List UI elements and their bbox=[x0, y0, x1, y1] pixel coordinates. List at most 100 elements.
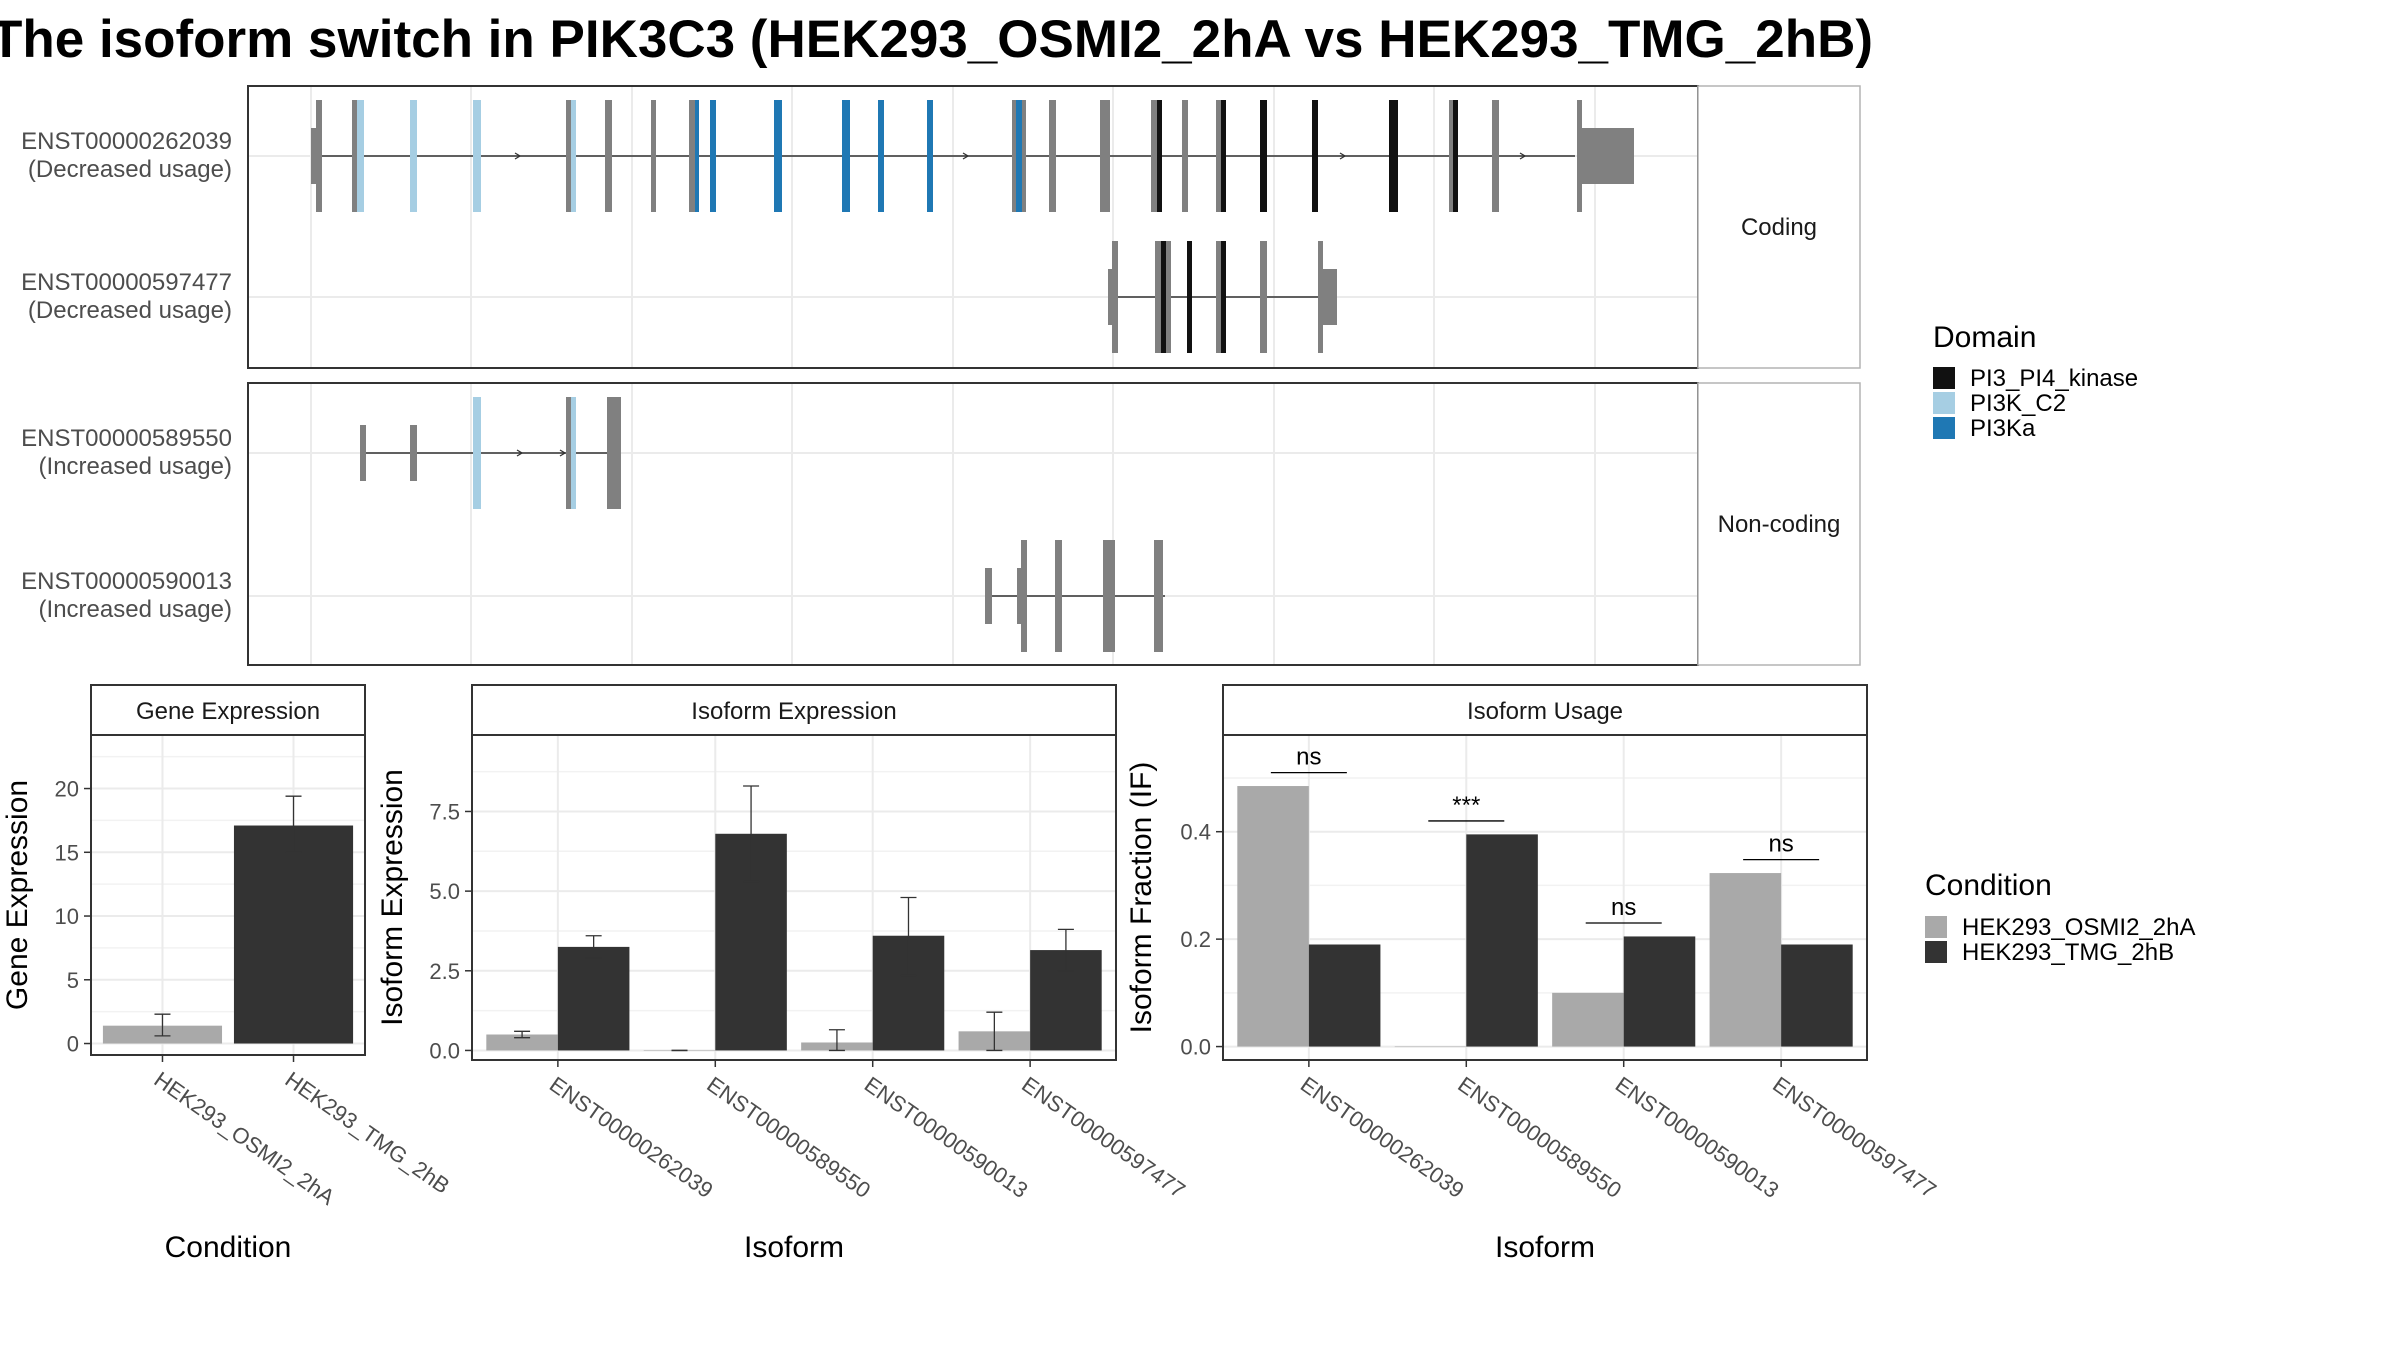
exon bbox=[571, 397, 576, 509]
transcript-label: ENST00000589550 bbox=[21, 425, 232, 452]
y-axis-title: Isoform Fraction (IF) bbox=[1125, 762, 1158, 1034]
exon bbox=[927, 100, 933, 212]
exon bbox=[774, 100, 782, 212]
exon bbox=[1312, 100, 1318, 212]
panel-strip bbox=[1222, 684, 1868, 736]
exon bbox=[352, 100, 358, 212]
transcript-usage-label: (Decreased usage) bbox=[28, 297, 232, 324]
exon bbox=[985, 568, 992, 624]
legend-label-PI3K_C2: PI3K_C2 bbox=[1970, 390, 2066, 417]
y-tick-label: 20 bbox=[55, 777, 79, 802]
exon bbox=[1492, 100, 1499, 212]
y-tick-label: 0.4 bbox=[1180, 820, 1211, 845]
x-tick-label: ENST00000590013 bbox=[1611, 1072, 1784, 1203]
panel-title: Isoform Usage bbox=[1467, 698, 1623, 725]
exon bbox=[1318, 241, 1323, 353]
y-tick-label: 0.2 bbox=[1180, 927, 1211, 952]
x-axis-title: Isoform bbox=[744, 1231, 844, 1264]
x-tick-label: ENST00000262039 bbox=[1296, 1072, 1469, 1203]
exon bbox=[1154, 540, 1163, 652]
bar bbox=[1394, 1046, 1467, 1048]
transcript-usage-label: (Increased usage) bbox=[39, 453, 232, 480]
bar bbox=[1781, 944, 1853, 1047]
exon bbox=[316, 100, 322, 212]
condition-legend-title: Condition bbox=[1925, 869, 2052, 902]
y-axis-title: Gene Expression bbox=[1, 780, 34, 1010]
structure-panel-bg bbox=[248, 86, 1698, 368]
exon bbox=[842, 100, 850, 212]
exon bbox=[566, 397, 571, 509]
exon bbox=[1151, 100, 1157, 212]
bar bbox=[233, 825, 354, 1044]
panel-strip bbox=[90, 684, 366, 736]
x-tick-label: ENST00000597477 bbox=[1017, 1072, 1190, 1203]
exon bbox=[566, 100, 571, 212]
exon bbox=[1221, 100, 1226, 212]
exon bbox=[1049, 100, 1056, 212]
isoform-usage-panel: ns *** ns ns Isoform Usage 0.0 0.2 0.4 Isoform F… bbox=[1125, 684, 1941, 1264]
facet-label-1: Non-coding bbox=[1718, 511, 1841, 538]
exon bbox=[1155, 241, 1161, 353]
exon bbox=[1221, 241, 1226, 353]
facet-strip bbox=[1697, 85, 1861, 369]
transcript-structure: CodingNon-codingENST00000262039(Decrease… bbox=[21, 85, 1861, 666]
bar bbox=[557, 946, 630, 1051]
exon bbox=[473, 100, 481, 212]
y-tick-label: 5 bbox=[67, 968, 79, 993]
legend-label-PI3_PI4_kinase: PI3_PI4_kinase bbox=[1970, 365, 2138, 392]
x-axis-title: Isoform bbox=[1495, 1231, 1595, 1264]
domain-legend-title: Domain bbox=[1933, 321, 2036, 354]
significance-label: ns bbox=[1768, 831, 1793, 858]
bar bbox=[1623, 936, 1696, 1047]
x-tick-label: ENST00000597477 bbox=[1768, 1072, 1941, 1203]
exon bbox=[651, 100, 656, 212]
structure-panel-bg bbox=[248, 383, 1698, 665]
exon bbox=[1166, 241, 1171, 353]
exon bbox=[1577, 100, 1582, 212]
transcript-usage-label: (Decreased usage) bbox=[28, 156, 232, 183]
strand-arrow bbox=[516, 449, 524, 457]
exon bbox=[710, 100, 716, 212]
exon bbox=[473, 397, 481, 509]
exon bbox=[689, 100, 695, 212]
exon bbox=[695, 100, 699, 212]
y-tick-label: 10 bbox=[55, 904, 79, 929]
exon bbox=[1021, 540, 1027, 652]
exon bbox=[1012, 100, 1016, 212]
y-tick-label: 15 bbox=[55, 840, 79, 865]
panel-strip bbox=[471, 684, 1117, 736]
y-tick-label: 2.5 bbox=[429, 959, 460, 984]
bar bbox=[1709, 873, 1782, 1047]
y-tick-label: 0.0 bbox=[1180, 1035, 1211, 1060]
bar bbox=[1237, 786, 1309, 1047]
exon bbox=[311, 128, 319, 184]
exon bbox=[1216, 100, 1221, 212]
panel-title: Gene Expression bbox=[136, 698, 320, 725]
exon bbox=[1100, 100, 1110, 212]
x-axis-title: Condition bbox=[165, 1231, 292, 1264]
exon bbox=[1582, 128, 1634, 184]
exon bbox=[1323, 269, 1337, 325]
transcript-label: ENST00000597477 bbox=[21, 269, 232, 296]
legend-label-PI3Ka: PI3Ka bbox=[1970, 415, 2036, 442]
exon bbox=[571, 100, 576, 212]
significance-label: ns bbox=[1611, 894, 1636, 921]
exon bbox=[1216, 241, 1221, 353]
bar bbox=[486, 1034, 558, 1051]
panel-title: Isoform Expression bbox=[691, 698, 896, 725]
transcript-label: ENST00000590013 bbox=[21, 568, 232, 595]
x-tick-label: ENST00000262039 bbox=[545, 1072, 718, 1203]
exon bbox=[1112, 241, 1118, 353]
y-tick-label: 5.0 bbox=[429, 879, 460, 904]
exon bbox=[410, 425, 417, 481]
bar bbox=[1552, 992, 1624, 1047]
exon bbox=[1182, 100, 1188, 212]
y-tick-label: 0 bbox=[67, 1032, 79, 1057]
exon bbox=[1389, 100, 1398, 212]
exon bbox=[1055, 540, 1062, 652]
y-tick-label: 0.0 bbox=[429, 1038, 460, 1063]
exon bbox=[410, 100, 417, 212]
significance-label: *** bbox=[1452, 792, 1480, 819]
